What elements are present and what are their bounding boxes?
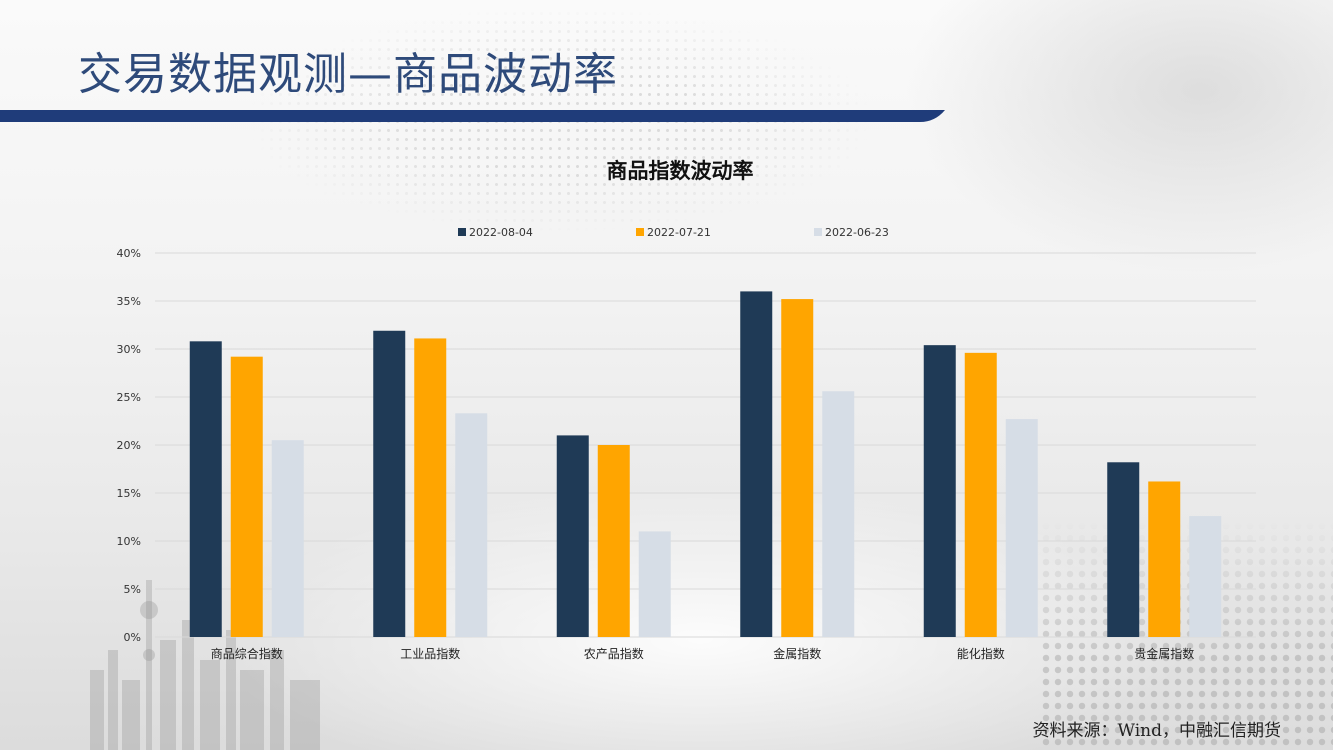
bar bbox=[1189, 516, 1222, 637]
bar bbox=[414, 338, 447, 637]
bar bbox=[638, 531, 671, 637]
y-tick-label: 0% bbox=[124, 631, 141, 644]
world-map-dots-decoration bbox=[150, 0, 970, 280]
y-tick-label: 35% bbox=[117, 295, 141, 308]
y-axis-ticks: 0% 5% 10% 15% 20% 25% 30% 35% 40% bbox=[117, 247, 141, 644]
legend-swatch bbox=[636, 228, 644, 236]
bars bbox=[189, 291, 1222, 637]
source-note: 资料来源：Wind，中融汇信期货 bbox=[1032, 721, 1281, 741]
y-tick-label: 25% bbox=[117, 391, 141, 404]
bar bbox=[455, 413, 488, 637]
bar bbox=[189, 341, 222, 637]
x-category-label: 工业品指数 bbox=[400, 646, 460, 661]
bar bbox=[1107, 462, 1140, 637]
y-tick-label: 5% bbox=[124, 583, 141, 596]
bar bbox=[781, 299, 814, 637]
bar bbox=[1005, 419, 1038, 637]
bar bbox=[1148, 481, 1181, 637]
legend-label: 2022-08-04 bbox=[469, 226, 533, 239]
bar bbox=[373, 330, 406, 637]
x-category-label: 农产品指数 bbox=[584, 646, 644, 661]
x-axis-categories: 商品综合指数 工业品指数 农产品指数 金属指数 能化指数 贵金属指数 bbox=[211, 646, 1195, 661]
x-category-label: 能化指数 bbox=[957, 646, 1005, 661]
slide-title: 交易数据观测—商品波动率 bbox=[78, 49, 618, 100]
y-tick-label: 20% bbox=[117, 439, 141, 452]
legend-swatch bbox=[814, 228, 822, 236]
bar bbox=[271, 440, 304, 637]
legend: 2022-08-04 2022-07-21 2022-06-23 bbox=[458, 226, 889, 239]
chart-title: 商品指数波动率 bbox=[607, 159, 754, 183]
bar bbox=[740, 291, 773, 637]
x-category-label: 金属指数 bbox=[773, 646, 821, 661]
x-category-label: 商品综合指数 bbox=[211, 646, 283, 661]
bar bbox=[230, 356, 263, 637]
y-tick-label: 15% bbox=[117, 487, 141, 500]
x-category-label: 贵金属指数 bbox=[1134, 646, 1194, 661]
bar bbox=[923, 345, 956, 637]
bar bbox=[556, 435, 589, 637]
title-underline-bar bbox=[0, 110, 945, 122]
city-skyline-decoration bbox=[90, 580, 320, 750]
legend-label: 2022-06-23 bbox=[825, 226, 889, 239]
hex-dots-decoration bbox=[1040, 520, 1333, 750]
legend-swatch bbox=[458, 228, 466, 236]
y-tick-label: 40% bbox=[117, 247, 141, 260]
bar bbox=[822, 391, 855, 637]
bar bbox=[597, 445, 630, 637]
legend-label: 2022-07-21 bbox=[647, 226, 711, 239]
y-tick-label: 30% bbox=[117, 343, 141, 356]
y-tick-label: 10% bbox=[117, 535, 141, 548]
gridlines bbox=[155, 252, 1256, 638]
bar bbox=[964, 352, 997, 637]
